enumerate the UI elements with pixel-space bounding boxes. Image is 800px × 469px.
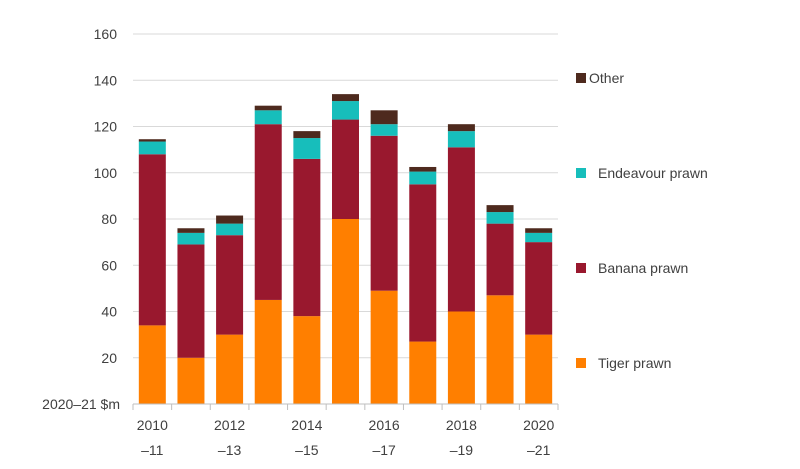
legend: Other Endeavour prawn Banana prawn Tiger pr… xyxy=(576,70,708,371)
bar-banana-prawn xyxy=(216,235,244,335)
bar-tiger-prawn xyxy=(370,290,398,404)
x-tick-label-suffix: –13 xyxy=(218,442,242,458)
x-axis: 2010 –11 2012 –13 2014 –15 2016 –17 2018 –19 2020 –… xyxy=(132,403,559,458)
legend-swatch-endeavour-prawn xyxy=(576,168,586,178)
y-axis-label: 2020–21 $m xyxy=(42,396,120,412)
x-tick-label-suffix: –11 xyxy=(141,442,164,458)
bar-tiger-prawn xyxy=(216,334,244,404)
bar-other xyxy=(486,205,514,213)
legend-label-banana-prawn: Banana prawn xyxy=(598,260,688,276)
bar-banana-prawn xyxy=(525,242,553,335)
bar-tiger-prawn xyxy=(138,325,166,404)
bar-other xyxy=(447,124,475,132)
bar-endeavour-prawn xyxy=(177,232,205,245)
x-tick-label-year: 2020 xyxy=(523,417,554,433)
legend-label-other: Other xyxy=(589,70,624,86)
bars xyxy=(138,94,553,404)
x-tick-label-suffix: –21 xyxy=(527,442,551,458)
bar-banana-prawn xyxy=(409,184,437,342)
legend-swatch-banana-prawn xyxy=(576,263,586,273)
y-axis: 20 40 60 80 100 120 140 160 xyxy=(94,26,118,366)
bar-other xyxy=(216,215,244,224)
bar-tiger-prawn xyxy=(447,311,475,404)
x-tick-label-suffix: –19 xyxy=(450,442,474,458)
bar-other xyxy=(254,105,282,111)
bar-endeavour-prawn xyxy=(216,223,244,236)
bar-endeavour-prawn xyxy=(525,232,553,243)
bar-other xyxy=(409,166,437,172)
bar-banana-prawn xyxy=(138,154,166,326)
bar-endeavour-prawn xyxy=(486,212,514,224)
bar-banana-prawn xyxy=(177,244,205,358)
legend-swatch-other xyxy=(576,73,586,83)
bar-banana-prawn xyxy=(447,147,475,312)
bar-endeavour-prawn xyxy=(332,101,359,120)
y-tick-label: 80 xyxy=(101,211,117,227)
y-tick-label: 40 xyxy=(101,304,117,320)
y-tick-label: 60 xyxy=(101,257,117,273)
bar-banana-prawn xyxy=(293,158,321,317)
bar-endeavour-prawn xyxy=(293,138,321,159)
bar-other xyxy=(177,228,205,233)
bar-tiger-prawn xyxy=(486,295,514,404)
bar-banana-prawn xyxy=(332,119,359,219)
x-tick-label-year: 2010 xyxy=(137,417,168,433)
bar-endeavour-prawn xyxy=(409,171,437,185)
legend-label-tiger-prawn: Tiger prawn xyxy=(598,355,671,371)
y-tick-label: 20 xyxy=(101,350,117,366)
legend-label-endeavour-prawn: Endeavour prawn xyxy=(598,165,708,181)
bar-tiger-prawn xyxy=(525,334,553,404)
bar-banana-prawn xyxy=(486,223,514,296)
bar-endeavour-prawn xyxy=(447,131,475,148)
bar-other xyxy=(332,94,359,102)
legend-swatch-tiger-prawn xyxy=(576,358,586,368)
bar-endeavour-prawn xyxy=(370,124,398,136)
bar-tiger-prawn xyxy=(293,316,321,404)
bar-other xyxy=(138,139,166,142)
x-tick-label-year: 2012 xyxy=(214,417,245,433)
y-tick-label: 160 xyxy=(94,26,118,42)
bar-tiger-prawn xyxy=(254,299,282,404)
bar-other xyxy=(370,110,398,125)
x-tick-label-year: 2014 xyxy=(291,417,322,433)
bar-tiger-prawn xyxy=(409,341,437,404)
bar-endeavour-prawn xyxy=(254,110,282,125)
bar-tiger-prawn xyxy=(332,219,359,404)
bar-other xyxy=(525,228,553,233)
bar-tiger-prawn xyxy=(177,357,205,404)
y-tick-label: 140 xyxy=(94,72,118,88)
bar-endeavour-prawn xyxy=(138,141,166,155)
x-tick-label-year: 2016 xyxy=(369,417,400,433)
bar-other xyxy=(293,131,321,139)
y-tick-label: 120 xyxy=(94,119,118,135)
x-tick-label-year: 2018 xyxy=(446,417,477,433)
x-tick-label-suffix: –17 xyxy=(372,442,396,458)
x-tick-label-suffix: –15 xyxy=(295,442,319,458)
bar-banana-prawn xyxy=(370,135,398,291)
bar-banana-prawn xyxy=(254,124,282,300)
y-tick-label: 100 xyxy=(94,165,118,181)
